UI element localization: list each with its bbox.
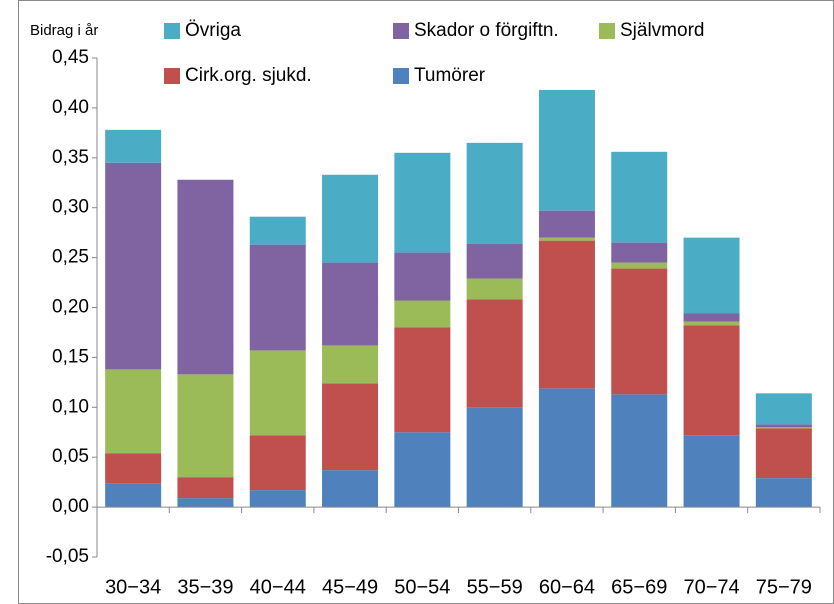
y-tick-label: 0,10 xyxy=(52,396,89,417)
bar-segment xyxy=(394,252,451,301)
y-tick-label: 0,35 xyxy=(52,147,89,168)
bar-segment xyxy=(105,162,162,370)
bar-segment xyxy=(611,151,668,243)
bar-segment xyxy=(683,237,740,314)
bar-segment xyxy=(249,350,306,436)
y-tick-label: 0,15 xyxy=(52,346,89,367)
bar-segment xyxy=(683,321,740,326)
bar-segment xyxy=(538,89,595,211)
bar-segment xyxy=(394,300,451,328)
bar-segment xyxy=(394,152,451,253)
y-tick-label: 0,30 xyxy=(52,197,89,218)
bar-segment xyxy=(249,216,306,245)
x-tick-label: 30−34 xyxy=(105,576,161,598)
x-tick-label: 35−39 xyxy=(177,576,233,598)
y-axis-label: Bidrag i år xyxy=(30,22,98,39)
x-tick-label: 55−59 xyxy=(467,576,523,598)
legend-swatch xyxy=(599,23,615,39)
bar-segment xyxy=(322,262,379,346)
bar-segment xyxy=(683,313,740,322)
bar-segment xyxy=(177,374,234,478)
y-tick-label: 0,25 xyxy=(52,247,89,268)
y-tick-label: 0,05 xyxy=(52,446,89,467)
legend-label: Övriga xyxy=(185,20,241,41)
bar-segment xyxy=(322,470,379,508)
bar-segment xyxy=(177,498,234,508)
bar-segment xyxy=(611,242,668,263)
legend-label: Cirk.org. sjukd. xyxy=(185,65,312,86)
bar-segment xyxy=(466,299,523,408)
bar-segment xyxy=(249,435,306,491)
bar-segment xyxy=(249,490,306,508)
legend-swatch xyxy=(393,23,409,39)
bar-segment xyxy=(755,427,812,429)
bar-segment xyxy=(755,478,812,508)
bar-segment xyxy=(322,345,379,384)
bar-segment xyxy=(249,244,306,351)
bar-segment xyxy=(177,179,234,375)
bar-segment xyxy=(611,268,668,395)
x-tick-label: 65−69 xyxy=(611,576,667,598)
y-tick-label: 0,40 xyxy=(52,97,89,118)
bar-segment xyxy=(538,210,595,238)
bar-segment xyxy=(394,327,451,433)
bar-segment xyxy=(466,243,523,279)
bar-segment xyxy=(105,129,162,163)
y-tick-label: 0,00 xyxy=(52,496,89,517)
x-tick-label: 70−74 xyxy=(683,576,739,598)
legend-swatch xyxy=(393,68,409,84)
x-tick-label: 75−79 xyxy=(756,576,812,598)
bar-segment xyxy=(683,435,740,508)
bar-segment xyxy=(105,453,162,484)
bar-segment xyxy=(538,237,595,241)
y-tick-label: 0,45 xyxy=(52,47,89,68)
legend-label: Tumörer xyxy=(414,65,486,86)
bar-segment xyxy=(755,428,812,479)
bar-segment xyxy=(466,407,523,508)
x-tick-label: 45−49 xyxy=(322,576,378,598)
y-tick-label: -0,05 xyxy=(46,546,89,567)
bar-segment xyxy=(177,477,234,499)
x-tick-label: 60−64 xyxy=(539,576,595,598)
y-tick-label: 0,20 xyxy=(52,297,89,318)
bar-segment xyxy=(755,424,812,428)
x-tick-label: 50−54 xyxy=(394,576,450,598)
bar-segment xyxy=(755,393,812,425)
legend-swatch xyxy=(164,23,180,39)
bar-segment xyxy=(466,142,523,244)
bar-segment xyxy=(611,394,668,508)
legend-swatch xyxy=(164,68,180,84)
bar-segment xyxy=(683,325,740,436)
legend-label: Skador o förgiftn. xyxy=(414,20,559,41)
bar-segment xyxy=(322,174,379,263)
x-tick-label: 40−44 xyxy=(250,576,306,598)
bar-segment xyxy=(105,483,162,508)
bar-segment xyxy=(611,262,668,269)
bar-segment xyxy=(538,240,595,389)
bar-segment xyxy=(466,278,523,300)
bar-segment xyxy=(105,369,162,454)
bar-segment xyxy=(538,388,595,508)
bar-segment xyxy=(394,432,451,508)
legend-label: Självmord xyxy=(620,20,704,41)
bar-segment xyxy=(322,383,379,471)
